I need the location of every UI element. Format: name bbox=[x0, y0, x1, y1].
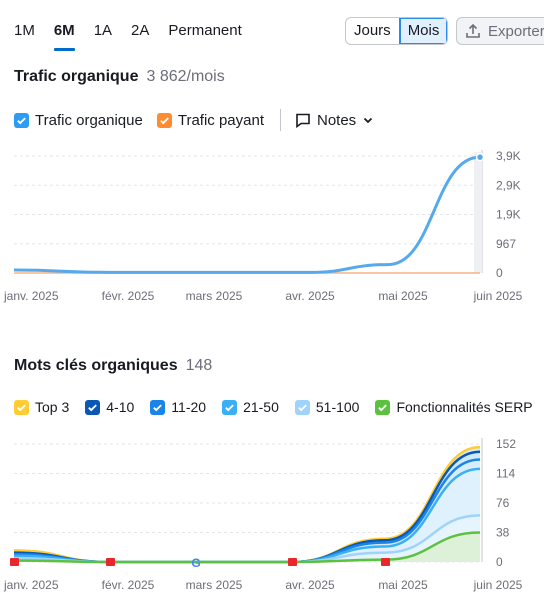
legend-21-50-label: 21-50 bbox=[243, 399, 279, 415]
legend-51-100-label: 51-100 bbox=[315, 399, 360, 415]
organic-traffic-line bbox=[13, 155, 481, 274]
tab-2a[interactable]: 2A bbox=[131, 22, 150, 39]
x-tick-label: févr. 2025 bbox=[102, 289, 155, 303]
date-range-tabs: 1M 6M 1A 2A Permanent bbox=[14, 20, 261, 51]
legend-21-50[interactable]: 21-50 bbox=[222, 399, 279, 415]
export-label: Exporter bbox=[488, 22, 544, 40]
keywords-legend: Top 3 4-10 11-20 21-50 51-100 Fonctionna… bbox=[14, 399, 533, 415]
comment-icon bbox=[296, 113, 310, 128]
checkbox-checked-icon bbox=[85, 399, 101, 415]
legend-11-20-label: 11-20 bbox=[171, 399, 207, 415]
tab-6m[interactable]: 6M bbox=[53, 20, 75, 51]
legend-organic-traffic[interactable]: Trafic organique bbox=[14, 112, 143, 129]
x-tick-label: mai 2025 bbox=[378, 289, 428, 303]
traffic-chart: 3,9K 2,9K 1,9K 967 0 janv. 2025 févr. 2025 mars… bbox=[0, 140, 544, 315]
tab-1a[interactable]: 1A bbox=[93, 22, 113, 39]
hover-band bbox=[474, 152, 482, 273]
flag-icon bbox=[106, 558, 115, 566]
x-tick-label: avr. 2025 bbox=[285, 289, 335, 303]
x-tick-label: juin 2025 bbox=[473, 578, 523, 592]
y-tick-label: 38 bbox=[496, 526, 510, 540]
x-tick-label: mars 2025 bbox=[186, 289, 243, 303]
keywords-title-row: Mots clés organiques 148 bbox=[14, 357, 212, 375]
flag-icon bbox=[10, 558, 19, 566]
x-tick-label: févr. 2025 bbox=[102, 578, 155, 592]
y-tick-label: 152 bbox=[496, 437, 516, 451]
y-tick-label: 76 bbox=[496, 496, 510, 510]
checkbox-checked-icon bbox=[222, 399, 238, 415]
legend-divider bbox=[280, 109, 281, 131]
legend-organic-label: Trafic organique bbox=[35, 111, 143, 129]
x-tick-label: avr. 2025 bbox=[285, 578, 335, 592]
keywords-chart: 152 114 76 38 0 janv. 2025 févr. 2025 mars 2025… bbox=[0, 430, 544, 609]
notes-label: Notes bbox=[317, 111, 357, 129]
y-tick-label: 0 bbox=[496, 555, 503, 569]
organic-traffic-point bbox=[475, 152, 485, 162]
google-icon: G bbox=[191, 556, 200, 570]
flag-icon bbox=[381, 558, 390, 566]
y-tick-label: 114 bbox=[496, 467, 515, 481]
legend-serp-features[interactable]: Fonctionnalités SERP bbox=[375, 399, 533, 415]
export-icon bbox=[466, 23, 480, 38]
tab-1m[interactable]: 1M bbox=[14, 22, 35, 39]
checkbox-checked-icon bbox=[14, 399, 29, 415]
granularity-toggle: Jours Mois bbox=[345, 17, 449, 45]
y-tick-label: 1,9K bbox=[496, 208, 521, 222]
legend-11-20[interactable]: 11-20 bbox=[150, 399, 206, 415]
legend-paid-label: Trafic payant bbox=[177, 111, 264, 129]
checkbox-checked-icon bbox=[156, 112, 172, 128]
traffic-value: 3 862/mois bbox=[146, 68, 225, 85]
x-tick-label: janv. 2025 bbox=[3, 578, 59, 592]
y-tick-label: 967 bbox=[496, 237, 516, 251]
y-tick-label: 3,9K bbox=[496, 149, 521, 163]
flag-icon bbox=[288, 558, 297, 566]
checkbox-checked-icon bbox=[14, 112, 29, 128]
days-button[interactable]: Jours bbox=[354, 22, 391, 39]
months-button[interactable]: Mois bbox=[398, 18, 448, 44]
traffic-legend: Trafic organique Trafic payant Notes bbox=[14, 109, 374, 131]
traffic-title: Trafic organique bbox=[14, 68, 139, 85]
x-tick-label: mai 2025 bbox=[378, 578, 428, 592]
x-tick-label: janv. 2025 bbox=[3, 289, 59, 303]
legend-4-10[interactable]: 4-10 bbox=[85, 399, 134, 415]
legend-top3[interactable]: Top 3 bbox=[14, 399, 69, 415]
traffic-title-row: Trafic organique 3 862/mois bbox=[14, 68, 225, 86]
checkbox-checked-icon bbox=[294, 399, 310, 415]
series-area-serp-features bbox=[14, 532, 480, 562]
legend-51-100[interactable]: 51-100 bbox=[294, 399, 360, 415]
keywords-title: Mots clés organiques bbox=[14, 357, 178, 374]
keywords-value: 148 bbox=[185, 357, 213, 374]
legend-4-10-label: 4-10 bbox=[106, 399, 135, 415]
export-button[interactable]: Exporter bbox=[456, 17, 544, 45]
series-line-serp-features bbox=[13, 531, 481, 564]
notes-dropdown[interactable]: Notes bbox=[295, 112, 374, 129]
legend-serp-label: Fonctionnalités SERP bbox=[396, 399, 533, 415]
chevron-down-icon bbox=[364, 117, 373, 124]
tab-permanent[interactable]: Permanent bbox=[168, 22, 242, 39]
x-tick-label: mars 2025 bbox=[186, 578, 243, 592]
checkbox-checked-icon bbox=[375, 399, 391, 415]
y-tick-label: 0 bbox=[496, 266, 503, 280]
checkbox-checked-icon bbox=[150, 399, 166, 415]
legend-top3-label: Top 3 bbox=[35, 399, 70, 415]
y-tick-label: 2,9K bbox=[496, 178, 521, 192]
x-tick-label: juin 2025 bbox=[473, 289, 523, 303]
legend-paid-traffic[interactable]: Trafic payant bbox=[156, 111, 264, 129]
